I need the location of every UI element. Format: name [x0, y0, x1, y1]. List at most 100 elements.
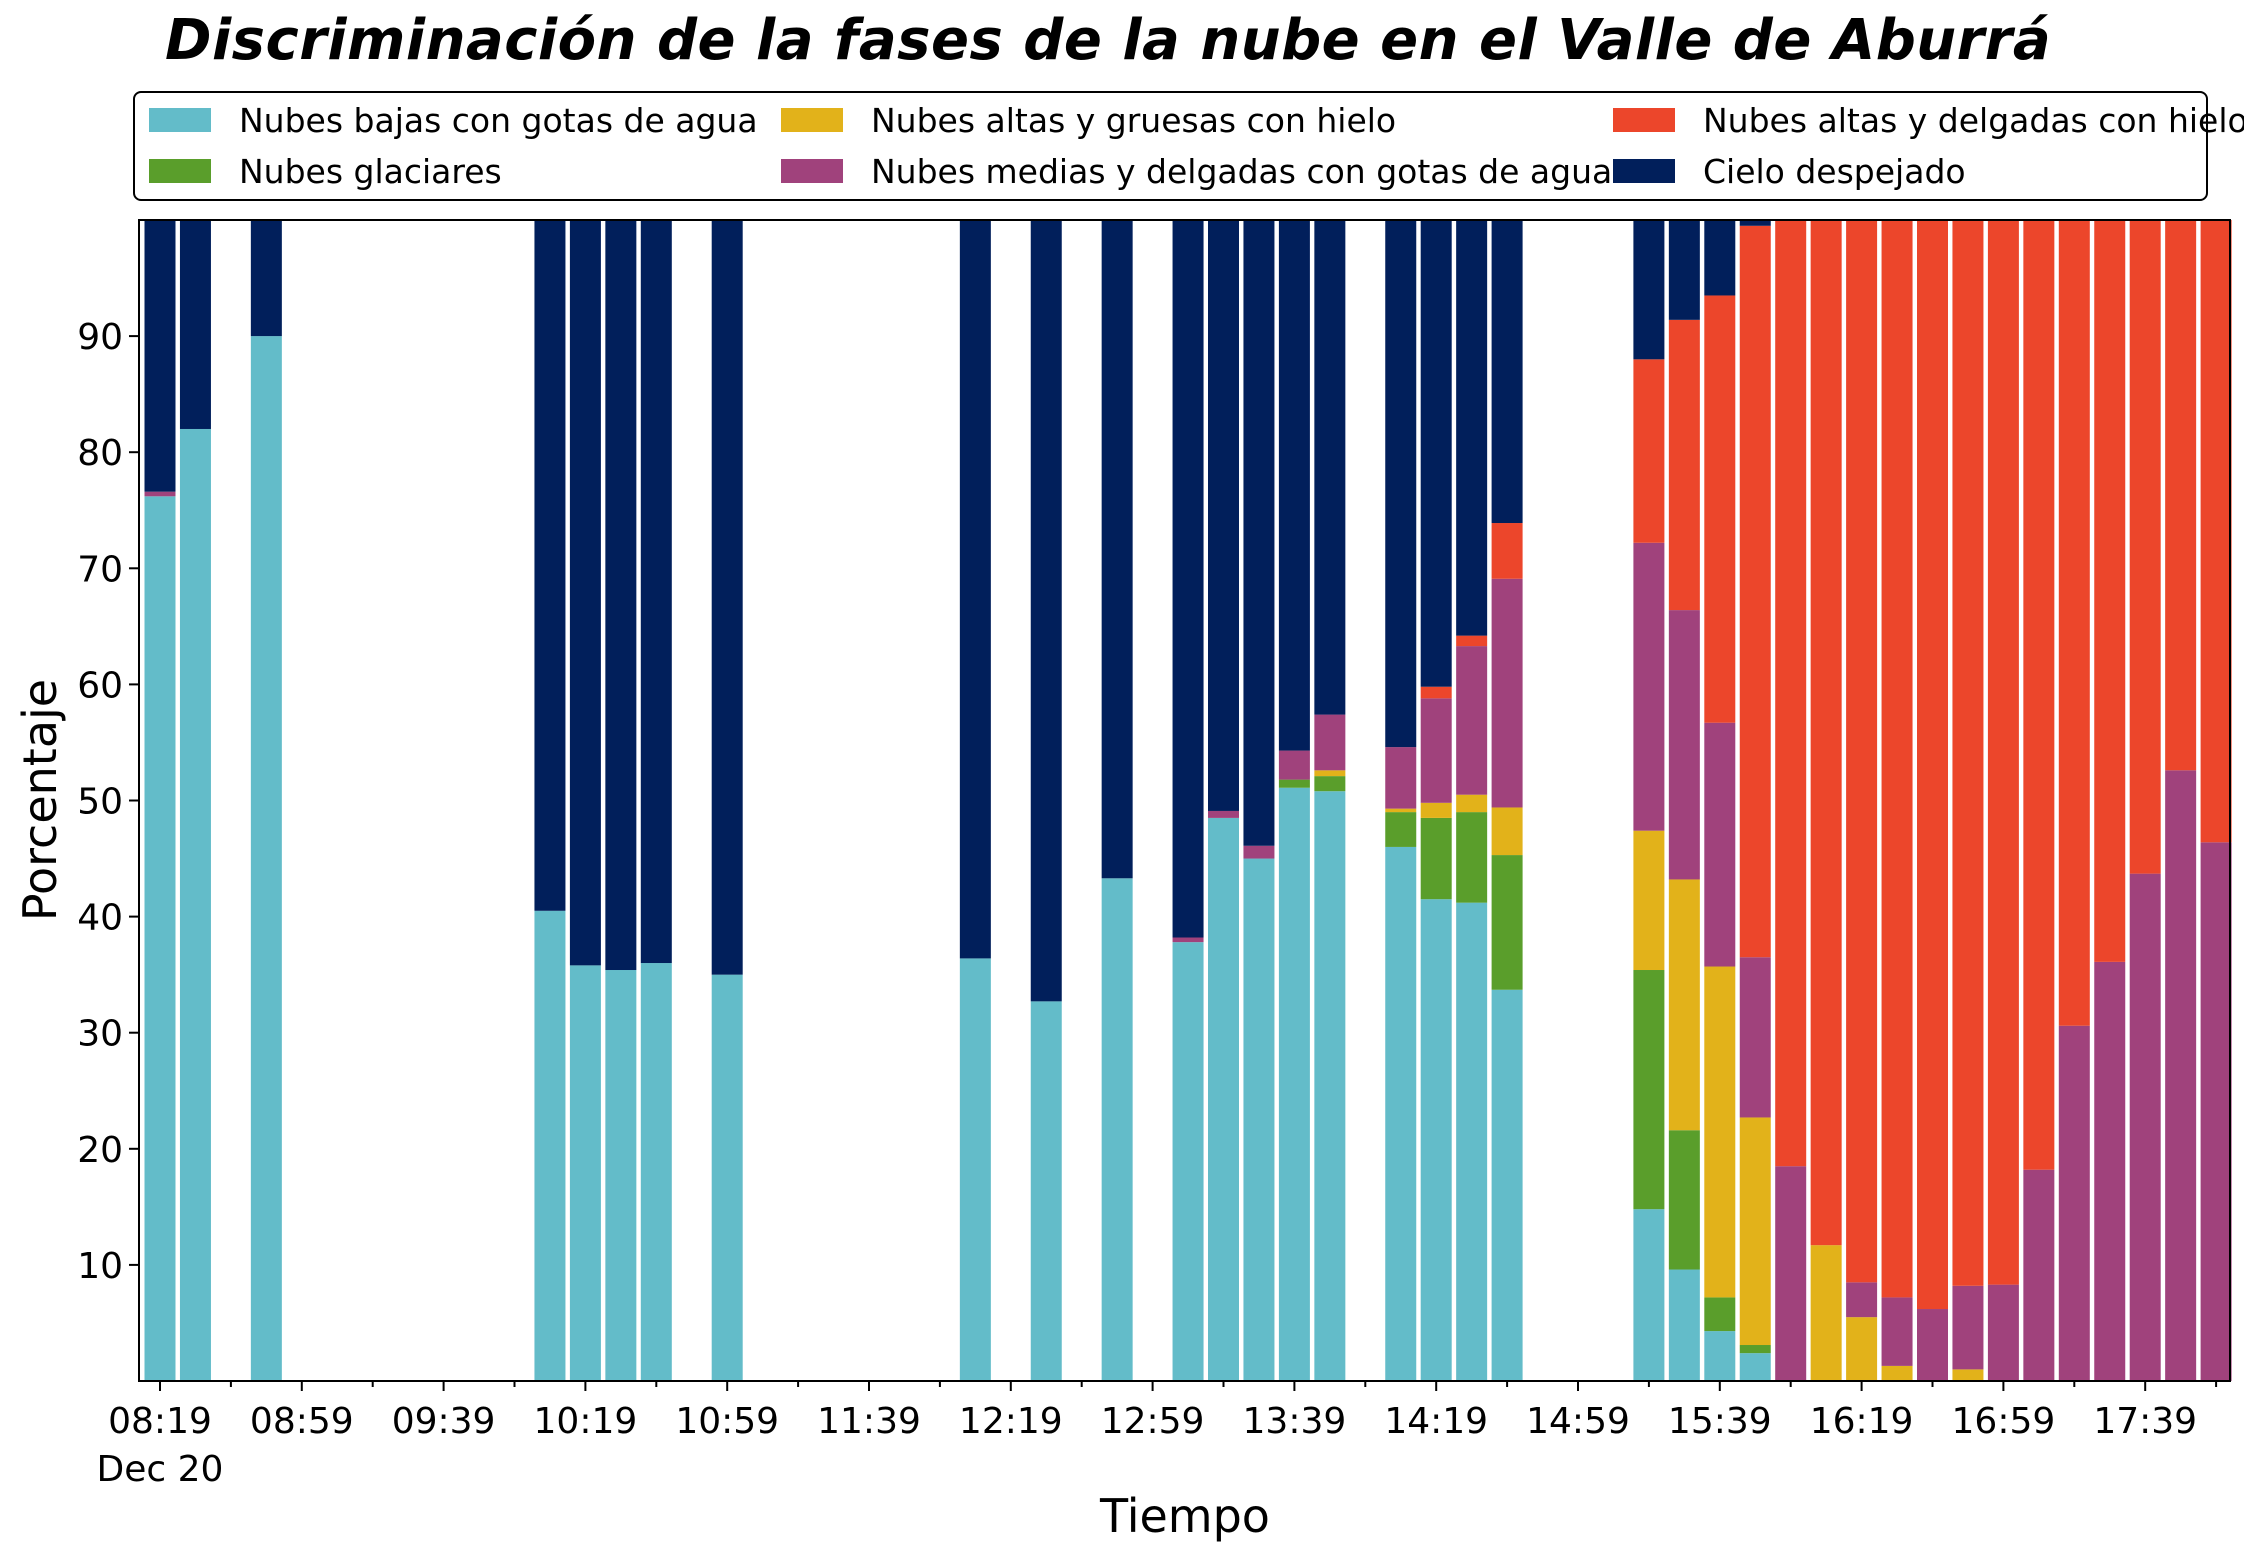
- bar-segment: [1101, 220, 1133, 879]
- bar-segment: [1385, 812, 1417, 847]
- bar-segment: [1987, 1284, 2019, 1381]
- bar-segment: [1846, 1282, 1878, 1318]
- bar-segment: [2200, 220, 2232, 843]
- bar-segment: [250, 220, 282, 337]
- y-tick-label: 20: [77, 1130, 123, 1171]
- bar-segment: [1952, 1285, 1984, 1370]
- bar-segment: [605, 970, 637, 1381]
- bar-segment: [1704, 1297, 1736, 1332]
- legend-item-altas-gruesas: Nubes altas y gruesas con hielo: [781, 100, 1396, 140]
- bar-segment: [1704, 220, 1736, 296]
- bar-segment: [1314, 791, 1346, 1381]
- bar-segment: [1420, 802, 1452, 818]
- bar-segment: [1208, 810, 1239, 818]
- bar-segment: [605, 220, 637, 971]
- bar-segment: [144, 220, 176, 492]
- y-tick-label: 60: [77, 665, 123, 706]
- y-tick-label: 40: [77, 898, 123, 939]
- bar-segment: [1385, 846, 1417, 1381]
- bar-segment: [2094, 961, 2126, 1381]
- bar-segment: [1633, 970, 1665, 1210]
- bar-segment: [1456, 902, 1488, 1381]
- chart-title: Discriminación de la fases de la nube en…: [165, 8, 2052, 73]
- bar-segment: [1243, 858, 1275, 1381]
- legend-swatch: [781, 108, 843, 132]
- x-tick-label: 14:19: [1384, 1401, 1488, 1442]
- bar-segment: [1810, 220, 1842, 1246]
- legend-swatch: [1613, 108, 1675, 132]
- bar-segment: [1739, 1345, 1771, 1354]
- bar-segment: [1385, 220, 1417, 748]
- bar-segment: [1668, 1130, 1700, 1270]
- bar-segment: [1278, 779, 1310, 788]
- bar-segment: [1668, 879, 1700, 1131]
- x-tick-label: 11:39: [817, 1401, 921, 1442]
- bar-segment: [1101, 878, 1133, 1381]
- bar-segment: [1633, 359, 1665, 543]
- bar-segment: [711, 220, 743, 975]
- x-axis-label: Tiempo: [1099, 1489, 1270, 1543]
- bar-segment: [1917, 220, 1948, 1310]
- legend-label: Nubes glaciares: [239, 151, 502, 191]
- x-tick-label: 16:59: [1952, 1401, 2056, 1442]
- bar-segment: [1704, 722, 1736, 967]
- x-tick-label: 10:19: [534, 1401, 638, 1442]
- bar-segment: [1172, 942, 1204, 1381]
- bar-segment: [1030, 220, 1062, 1002]
- legend-label: Nubes altas y delgadas con hielo: [1703, 100, 2244, 140]
- bar-segment: [144, 491, 176, 497]
- x-tick-label: 08:59: [250, 1401, 354, 1442]
- bar-segment: [1739, 225, 1771, 958]
- legend-swatch: [781, 159, 843, 183]
- bar-segment: [2165, 770, 2197, 1381]
- bar-segment: [1385, 808, 1417, 813]
- bar-segment: [1314, 776, 1346, 792]
- legend-item-bajas: Nubes bajas con gotas de agua: [149, 100, 758, 140]
- bar-segment: [1739, 1353, 1771, 1381]
- x-tick-label: 13:39: [1243, 1401, 1347, 1442]
- y-tick-label: 10: [77, 1246, 123, 1287]
- x-tick-label: 08:19: [108, 1401, 212, 1442]
- x-tick-label: 10:59: [675, 1401, 779, 1442]
- bar-segment: [959, 958, 991, 1381]
- bar-segment: [711, 974, 743, 1381]
- bar-segment: [1987, 220, 2019, 1285]
- bar-segment: [1172, 220, 1204, 938]
- bar-segment: [1456, 635, 1488, 647]
- bar-segment: [1491, 989, 1523, 1381]
- bar-segment: [1243, 845, 1275, 859]
- bar-segment: [1385, 747, 1417, 809]
- bar-segment: [1668, 610, 1700, 880]
- x-tick-label: 14:59: [1526, 1401, 1630, 1442]
- bar-segment: [959, 220, 991, 959]
- bar-segment: [1633, 1209, 1665, 1381]
- legend-label: Nubes medias y delgadas con gotas de agu…: [871, 151, 1613, 191]
- y-tick-label: 30: [77, 1014, 123, 1055]
- bar-segment: [1314, 770, 1346, 777]
- bar-segment: [1491, 220, 1523, 524]
- bar-segment: [1739, 1117, 1771, 1346]
- bar-segment: [2058, 1025, 2090, 1381]
- bar-segment: [2129, 873, 2161, 1381]
- bar-segment: [1668, 319, 1700, 611]
- bar-segment: [640, 220, 672, 964]
- bar-segment: [2023, 1169, 2055, 1381]
- bar-segment: [1030, 1001, 1062, 1381]
- bar-segment: [1704, 1331, 1736, 1381]
- y-tick-label: 80: [77, 433, 123, 474]
- legend-label: Cielo despejado: [1703, 151, 1966, 191]
- bar-segment: [1172, 937, 1204, 943]
- bar-segment: [1243, 220, 1275, 846]
- x-tick-label: 12:19: [959, 1401, 1063, 1442]
- legend: Nubes bajas con gotas de agua Nubes glac…: [133, 91, 2244, 201]
- bar-segment: [2165, 220, 2197, 771]
- legend-item-despejado: Cielo despejado: [1613, 151, 1966, 191]
- bar-segment: [1208, 817, 1239, 1381]
- y-axis: 10 20 30 40 50 60 70 80 90: [77, 317, 139, 1287]
- bar-segment: [1420, 698, 1452, 803]
- legend-item-glaciares: Nubes glaciares: [149, 151, 502, 191]
- bar-segment: [1456, 794, 1488, 813]
- bar-segment: [1314, 714, 1346, 771]
- bar-segment: [1668, 1269, 1700, 1381]
- bar-segment: [1491, 855, 1523, 990]
